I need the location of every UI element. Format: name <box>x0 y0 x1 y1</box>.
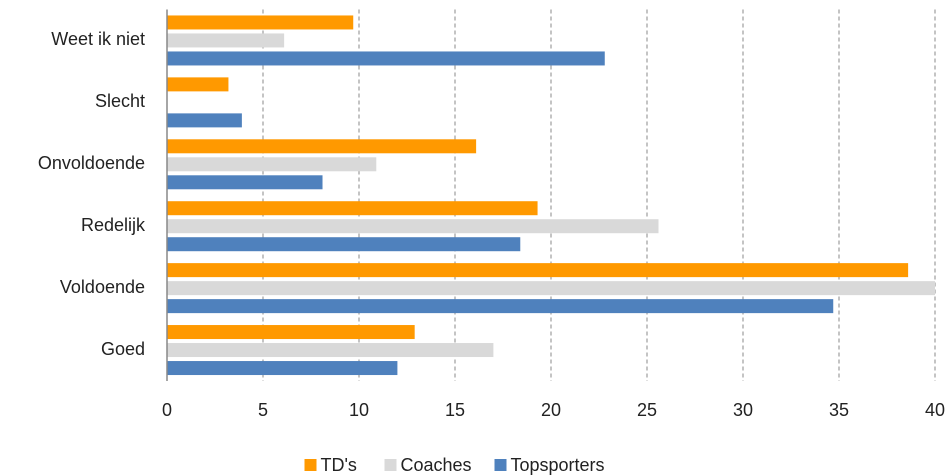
bar <box>167 51 605 66</box>
y-tick-label: Redelijk <box>81 215 146 235</box>
y-tick-label: Weet ik niet <box>51 29 145 49</box>
bar <box>167 325 415 340</box>
legend-swatch <box>384 459 397 471</box>
bar <box>167 33 285 48</box>
x-tick-label: 0 <box>162 400 172 420</box>
bar <box>167 343 494 358</box>
bar <box>167 201 538 216</box>
x-tick-label: 5 <box>258 400 268 420</box>
legend-label: Topsporters <box>511 455 605 475</box>
y-tick-label: Onvoldoende <box>38 153 145 173</box>
bar <box>167 139 477 154</box>
bar <box>167 361 398 376</box>
y-tick-label: Slecht <box>95 91 145 111</box>
x-tick-label: 10 <box>349 400 369 420</box>
x-tick-label: 25 <box>637 400 657 420</box>
legend-swatch <box>494 459 507 471</box>
y-tick-label: Goed <box>101 339 145 359</box>
bar <box>167 113 242 128</box>
bar <box>167 263 909 278</box>
legend-swatch <box>304 459 317 471</box>
bar <box>167 237 521 252</box>
y-tick-label: Voldoende <box>60 277 145 297</box>
bar <box>167 175 323 190</box>
x-tick-label: 15 <box>445 400 465 420</box>
x-tick-label: 40 <box>925 400 945 420</box>
bar <box>167 15 354 30</box>
bar <box>167 281 935 296</box>
bar <box>167 77 229 92</box>
legend-label: Coaches <box>401 455 472 475</box>
x-tick-label: 35 <box>829 400 849 420</box>
legend-label: TD's <box>321 455 357 475</box>
bar <box>167 157 377 172</box>
bar <box>167 299 834 314</box>
x-tick-label: 30 <box>733 400 753 420</box>
x-tick-label: 20 <box>541 400 561 420</box>
bar <box>167 219 659 234</box>
